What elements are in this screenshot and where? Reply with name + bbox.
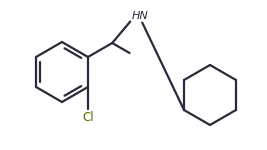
- Text: HN: HN: [131, 11, 148, 21]
- Text: Cl: Cl: [82, 111, 94, 124]
